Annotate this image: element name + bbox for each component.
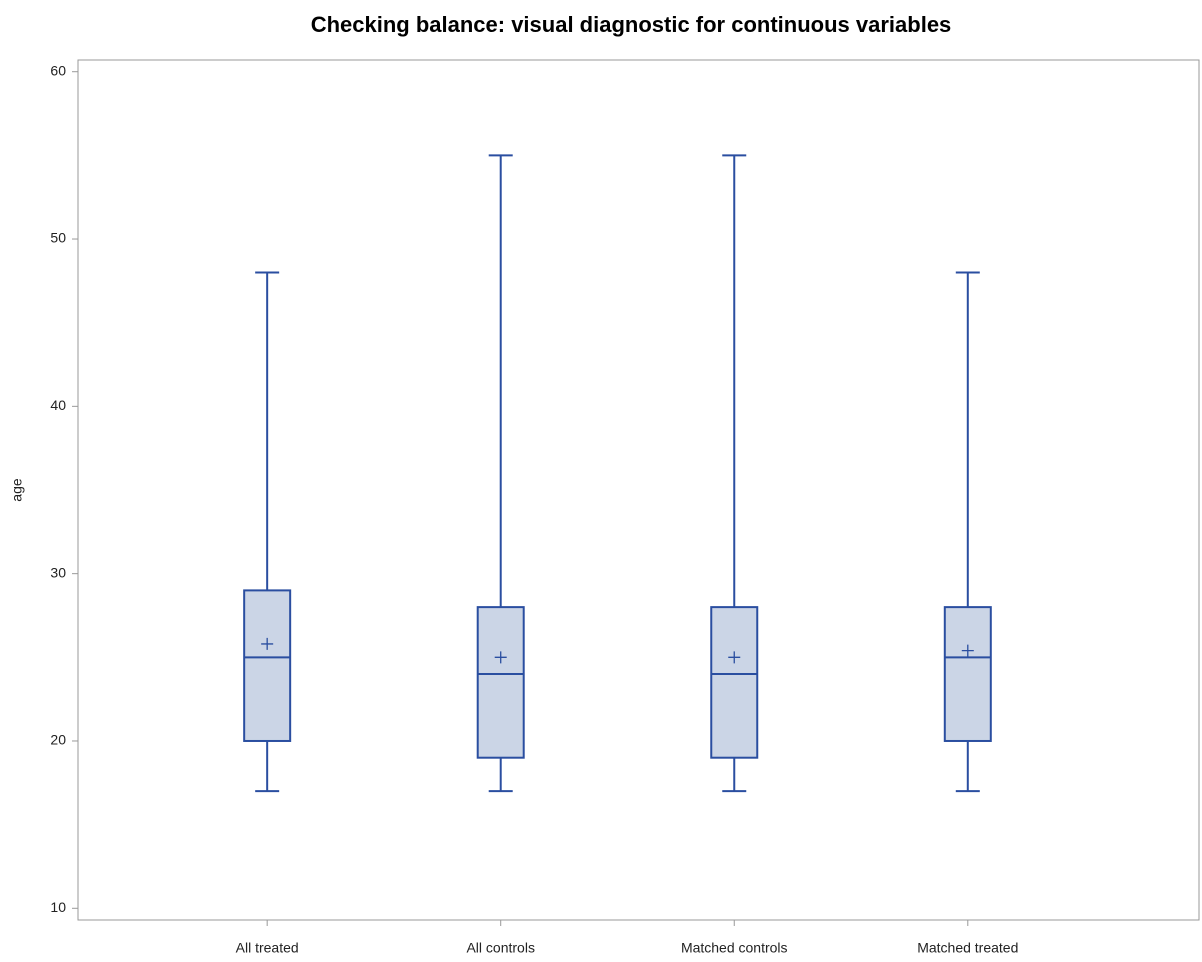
y-tick-label: 50 bbox=[50, 230, 66, 246]
y-tick-label: 30 bbox=[50, 564, 66, 580]
box bbox=[243, 589, 292, 742]
mean-marker bbox=[961, 644, 974, 657]
box bbox=[943, 606, 992, 742]
y-axis-label: age bbox=[9, 478, 25, 502]
mean-marker bbox=[494, 651, 507, 664]
x-tick-label: All controls bbox=[466, 940, 534, 956]
chart-title: Checking balance: visual diagnostic for … bbox=[311, 12, 952, 37]
box bbox=[476, 606, 525, 759]
y-tick-label: 20 bbox=[50, 732, 66, 748]
y-tick-label: 40 bbox=[50, 397, 66, 413]
box bbox=[710, 606, 759, 759]
x-tick-label: Matched treated bbox=[917, 940, 1018, 956]
y-tick-label: 60 bbox=[50, 62, 66, 78]
mean-marker bbox=[261, 637, 274, 650]
y-tick-label: 10 bbox=[50, 899, 66, 915]
x-tick-label: All treated bbox=[236, 940, 299, 956]
mean-marker bbox=[728, 651, 741, 664]
x-tick-label: Matched controls bbox=[681, 940, 788, 956]
plot-frame bbox=[77, 59, 1200, 921]
